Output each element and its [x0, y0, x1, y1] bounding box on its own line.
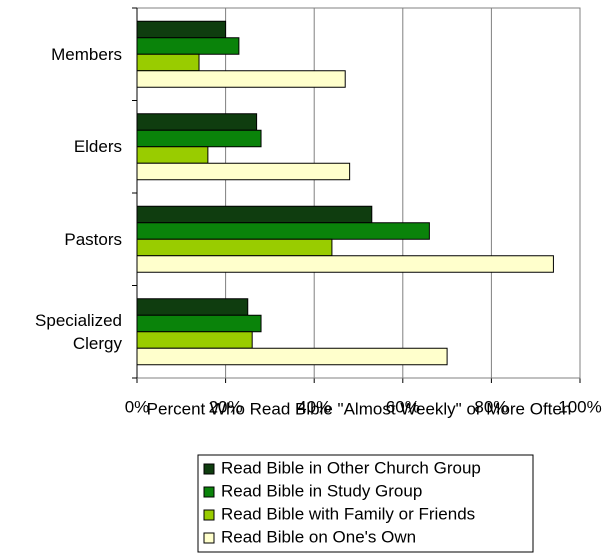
y-tick-label: Elders: [73, 137, 122, 157]
bar: [136, 331, 253, 349]
bar: [136, 162, 351, 181]
bar: [136, 37, 240, 55]
bar: [136, 129, 262, 148]
bar: [136, 20, 227, 39]
legend-swatch: [203, 486, 215, 498]
x-tick-label: 0%: [125, 397, 150, 416]
legend-label: Read Bible with Family or Friends: [221, 504, 475, 523]
legend-swatch: [203, 463, 215, 475]
bar: [136, 238, 333, 257]
bar: [136, 314, 262, 333]
x-axis-label: Percent Who Read Bible "Almost Weekly" o…: [147, 399, 572, 418]
legend-label: Read Bible on One's Own: [221, 527, 416, 546]
legend-swatch: [203, 532, 215, 544]
y-tick-label: Pastors: [64, 229, 122, 249]
bar: [136, 53, 200, 72]
bar: [136, 298, 249, 316]
legend-swatch: [203, 509, 215, 521]
bar: [136, 205, 373, 224]
bar: [136, 347, 448, 366]
x-tick-label: 20%: [209, 397, 243, 416]
y-tick-label: Members: [51, 44, 122, 64]
legend-label: Read Bible in Other Church Group: [221, 458, 481, 477]
x-tick-label: 60%: [386, 397, 420, 416]
bar: [136, 146, 209, 164]
bar: [136, 70, 346, 88]
bar: [136, 113, 258, 131]
legend-label: Read Bible in Study Group: [221, 481, 422, 500]
bar: [136, 222, 430, 240]
bar: [136, 255, 554, 273]
x-tick-label: 40%: [297, 397, 331, 416]
x-tick-label: 100%: [558, 397, 601, 416]
y-tick-label: Specialized Clergy: [35, 310, 122, 353]
x-tick-label: 80%: [474, 397, 508, 416]
legend-box: [197, 454, 534, 553]
